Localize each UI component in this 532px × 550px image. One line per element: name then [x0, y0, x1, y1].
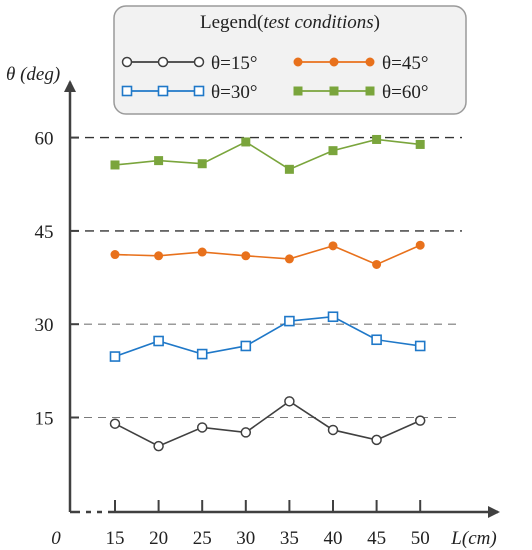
y-tick-label: 15 [35, 409, 54, 430]
x-tick-label: 45 [367, 528, 386, 549]
data-point [371, 334, 382, 346]
legend: Legend(test conditions) θ=15° θ=45°θ=30° θ… [113, 5, 467, 115]
data-point [415, 240, 425, 250]
data-point [241, 137, 251, 147]
data-point [327, 424, 339, 436]
data-point [284, 254, 294, 264]
x-tick-label: 50 [411, 528, 430, 549]
data-point [329, 57, 339, 67]
data-point [293, 86, 303, 96]
legend-label: θ=30° [211, 82, 257, 103]
x-tick-label: 15 [106, 528, 125, 549]
data-point [241, 251, 251, 261]
legend-item: θ=45° [293, 53, 428, 74]
data-point [197, 247, 207, 257]
data-point [284, 396, 295, 407]
legend-item: θ=15° [121, 53, 257, 74]
data-point [328, 146, 338, 156]
data-point [193, 85, 205, 97]
series-line [114, 315, 421, 358]
data-point [110, 250, 120, 260]
data-point [154, 156, 164, 166]
data-point [121, 85, 133, 97]
data-point [157, 56, 169, 68]
data-point [329, 86, 339, 96]
y-axis-label: θ (deg) [6, 64, 60, 85]
data-point [240, 340, 252, 352]
series-1 [109, 396, 426, 452]
data-point [284, 315, 295, 327]
legend-label: θ=15° [211, 53, 257, 74]
data-point [153, 440, 164, 452]
y-tick-label: 45 [35, 222, 54, 243]
data-point [371, 434, 382, 446]
data-point [110, 160, 120, 170]
data-point [153, 335, 164, 347]
legend-item: θ=60° [293, 82, 428, 103]
legend-label: θ=60° [382, 82, 428, 103]
x-tick-label: 30 [236, 528, 255, 549]
data-point [415, 139, 425, 149]
series-4 [110, 134, 425, 174]
y-tick-label: 30 [35, 315, 54, 336]
data-point [196, 422, 208, 433]
series-group [109, 134, 426, 452]
y-tick-label: 60 [35, 129, 54, 150]
x-tick-label: 35 [280, 528, 299, 549]
x-origin-label: 0 [51, 528, 61, 549]
x-tick-label: 20 [149, 528, 168, 549]
series-2 [109, 311, 426, 362]
data-point [109, 418, 121, 429]
data-point [109, 351, 121, 362]
data-point [328, 241, 338, 251]
data-point [196, 348, 208, 360]
legend-items: θ=15° θ=45° θ=30° θ=60° [121, 53, 428, 103]
series-line [114, 244, 421, 266]
legend-label: θ=45° [382, 53, 428, 74]
data-point [154, 251, 164, 261]
data-point [193, 56, 205, 68]
data-point [157, 85, 169, 97]
legend-title: Legend(test conditions) [200, 12, 380, 33]
data-point [372, 259, 382, 269]
series-line [114, 138, 421, 171]
data-point [240, 427, 252, 438]
legend-item: θ=30° [121, 82, 257, 103]
data-point [284, 164, 294, 174]
data-point [327, 311, 339, 323]
data-point [414, 340, 426, 352]
data-point [197, 159, 207, 169]
x-tick-label: 40 [324, 528, 343, 549]
data-point [365, 86, 375, 96]
data-point [414, 415, 426, 426]
data-point [293, 57, 303, 67]
series-line [114, 400, 421, 447]
x-tick-label: 25 [193, 528, 212, 549]
x-axis-label: L(cm) [450, 528, 496, 549]
series-3 [110, 240, 425, 269]
data-point [121, 56, 133, 68]
tick-labels: 15 30 45 60 15 20 25 30 35 40 45 50 [35, 129, 430, 549]
gridlines [70, 136, 462, 419]
data-point [365, 57, 375, 67]
data-point [372, 134, 382, 144]
